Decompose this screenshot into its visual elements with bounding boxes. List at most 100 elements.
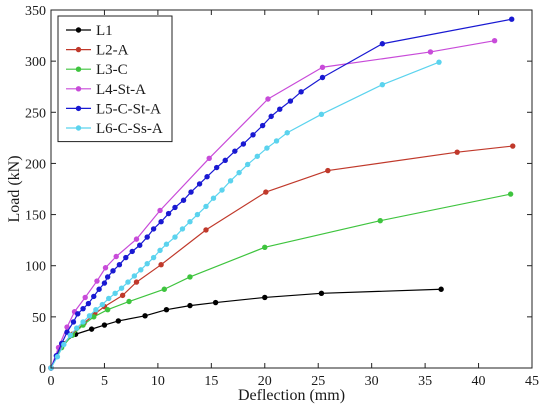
y-tick-label: 250: [25, 106, 46, 121]
data-point: [163, 307, 170, 313]
legend-box: [57, 15, 173, 143]
legend-item: L2-A: [66, 43, 129, 59]
data-point: [227, 178, 234, 184]
data-point: [75, 311, 81, 317]
data-point: [438, 286, 444, 292]
data-point: [187, 274, 193, 280]
data-point: [284, 130, 290, 136]
data-point: [204, 174, 210, 180]
data-point: [236, 169, 242, 176]
data-point: [101, 322, 108, 328]
data-point: [319, 74, 326, 81]
data-point: [131, 273, 138, 279]
data-point: [172, 204, 178, 211]
data-point: [262, 244, 268, 250]
data-point: [187, 302, 193, 309]
series-l5-c-st-a: [48, 16, 515, 371]
data-point: [436, 59, 442, 65]
data-point: [115, 318, 122, 324]
data-point: [287, 98, 294, 104]
data-point: [158, 219, 164, 225]
data-point: [262, 294, 268, 301]
data-point: [99, 301, 106, 308]
axes-layer: 0 5 10 15 20 25 30 35 40 45 0 50 100 150 200 250 300 350: [25, 4, 539, 389]
data-point: [110, 268, 116, 274]
legend-label: L2-A: [96, 43, 129, 59]
data-point: [298, 89, 304, 95]
y-axis-title: Load (kN): [6, 155, 23, 222]
series-line: [50, 193, 511, 369]
data-point: [277, 106, 283, 112]
x-tick-label: 35: [418, 374, 432, 389]
y-tick-label: 100: [25, 260, 46, 275]
data-point: [104, 307, 111, 313]
data-point: [210, 195, 217, 201]
x-tick-label: 45: [525, 374, 539, 389]
data-point: [318, 290, 325, 297]
data-point: [161, 286, 167, 292]
x-tick-label: 0: [48, 374, 55, 389]
data-point: [91, 293, 97, 300]
y-tick-label: 50: [32, 311, 46, 326]
data-point: [188, 189, 194, 195]
data-point: [80, 319, 86, 325]
data-point: [264, 145, 270, 151]
data-point: [319, 64, 326, 70]
data-point: [259, 122, 266, 129]
data-point: [67, 332, 73, 338]
legend-item: L5-C-St-A: [66, 101, 161, 117]
plot-layer: [48, 16, 516, 371]
data-point: [454, 149, 460, 155]
x-tick-label: 25: [311, 374, 325, 389]
legend-label: L4-St-A: [96, 82, 146, 98]
legend-label: L1: [96, 23, 113, 39]
data-point: [165, 210, 172, 217]
data-point: [187, 219, 193, 225]
data-point: [91, 314, 97, 320]
data-point: [118, 285, 125, 291]
data-point: [138, 267, 144, 273]
data-point: [86, 313, 93, 319]
y-tick-label: 0: [39, 362, 46, 377]
legend-swatch-marker: [75, 46, 82, 53]
legend-swatch-marker: [75, 105, 82, 112]
legend-label: L5-C-St-A: [96, 101, 161, 117]
data-point: [133, 279, 140, 285]
x-tick-label: 5: [101, 374, 108, 389]
data-point: [196, 181, 203, 187]
data-point: [70, 319, 77, 325]
data-point: [96, 286, 102, 292]
data-point: [203, 203, 209, 210]
series-l3-c: [48, 191, 514, 371]
series-l6-c-ss-a: [48, 59, 442, 371]
data-point: [112, 290, 118, 297]
data-point: [172, 234, 178, 240]
y-tick-label: 150: [25, 209, 46, 224]
data-point: [206, 155, 212, 162]
legend-swatch-marker: [75, 27, 82, 33]
data-point: [54, 354, 61, 360]
data-point: [64, 324, 70, 330]
data-point: [268, 113, 274, 120]
data-point: [144, 260, 150, 267]
data-point: [137, 242, 143, 248]
data-point: [150, 226, 157, 232]
data-point: [82, 294, 88, 301]
x-tick-label: 30: [365, 374, 379, 389]
x-axis-title: Deflection (mm): [238, 387, 345, 404]
data-point: [263, 189, 269, 195]
x-tick-label: 10: [151, 374, 165, 389]
data-point: [213, 164, 220, 171]
data-point: [126, 298, 132, 305]
legend-label: L3-C: [96, 62, 128, 78]
data-point: [222, 157, 228, 164]
data-point: [318, 111, 325, 118]
data-point: [273, 138, 280, 144]
data-point: [180, 197, 187, 203]
data-point: [123, 254, 129, 261]
legend-item: L3-C: [66, 62, 128, 78]
y-tick-label: 300: [25, 55, 46, 70]
data-point: [379, 41, 386, 47]
